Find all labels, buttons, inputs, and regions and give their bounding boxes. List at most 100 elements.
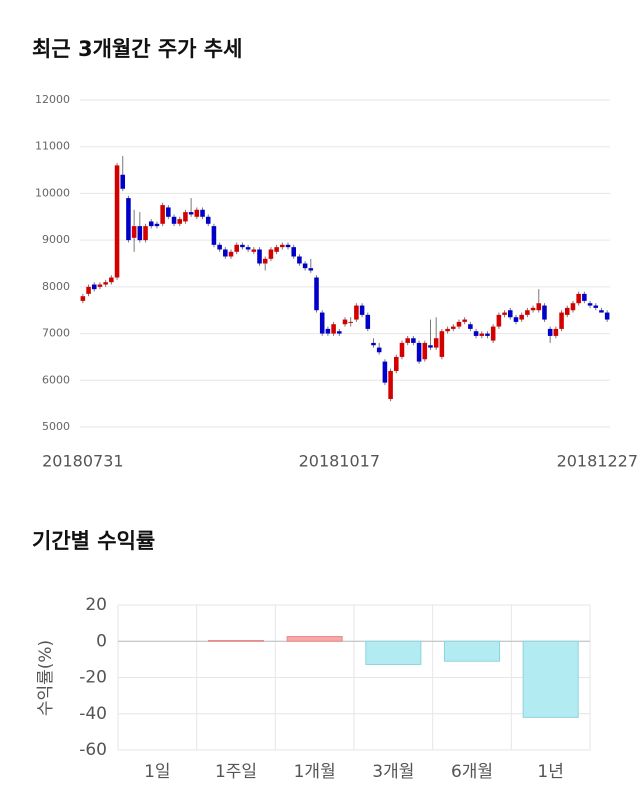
candle-body xyxy=(280,244,285,248)
x-tick-label: 3개월 xyxy=(372,762,414,782)
candle-body xyxy=(302,263,308,269)
candle-body xyxy=(456,321,462,327)
candle-body xyxy=(468,324,473,329)
candle-body xyxy=(564,307,570,315)
candle-body xyxy=(348,321,353,323)
candle-body xyxy=(114,165,120,278)
bar xyxy=(522,640,579,718)
candle-body xyxy=(205,216,211,224)
candle-body xyxy=(582,293,587,301)
candle-body xyxy=(148,221,154,227)
candle-body xyxy=(530,307,536,311)
candle-body xyxy=(496,314,502,327)
candle-body xyxy=(194,209,200,217)
candle-body xyxy=(433,338,439,348)
candle-body xyxy=(394,356,399,371)
candle-body xyxy=(371,342,376,346)
candle-body xyxy=(126,198,131,241)
candle-body xyxy=(507,310,513,318)
y-tick-label: 20 xyxy=(85,595,107,615)
y-tick-label: -60 xyxy=(79,740,107,760)
y-tick-label: 7000 xyxy=(42,327,70,340)
y-tick-label: 9000 xyxy=(42,233,70,246)
bar xyxy=(286,636,343,642)
candle-body xyxy=(599,310,604,313)
candle-body xyxy=(97,284,103,287)
x-tick-label: 6개월 xyxy=(451,762,493,782)
candle-body xyxy=(262,258,268,264)
candle-body xyxy=(428,345,433,348)
candle-body xyxy=(319,312,325,334)
y-tick-label: 0 xyxy=(96,631,107,651)
candle-body xyxy=(416,342,422,362)
candle-body xyxy=(525,310,530,315)
candle-body xyxy=(388,370,393,399)
y-tick-label: 12000 xyxy=(35,93,70,106)
candle-body xyxy=(411,338,416,343)
candle-body xyxy=(399,342,405,357)
candle-body xyxy=(593,305,599,308)
y-tick-label: -20 xyxy=(79,668,107,688)
candle-body xyxy=(542,305,547,320)
candle-body xyxy=(604,312,610,320)
candle-body xyxy=(285,244,291,248)
candle-body xyxy=(297,256,302,264)
y-tick-label: 11000 xyxy=(35,140,70,153)
bar xyxy=(365,640,422,665)
x-tick-label: 1년 xyxy=(537,762,563,782)
candle-body xyxy=(359,305,365,315)
x-tick-label: 1일 xyxy=(144,762,170,782)
candle-body xyxy=(485,333,490,336)
candle-body xyxy=(240,244,245,248)
y-axis-label: 수익률(%) xyxy=(36,640,56,716)
candle-body xyxy=(177,219,183,224)
y-tick-label: 6000 xyxy=(42,373,70,386)
candle-body xyxy=(513,317,519,322)
candle-body xyxy=(80,296,86,301)
x-tick-label: 1개월 xyxy=(294,762,336,782)
candle-body xyxy=(451,326,456,329)
candle-body xyxy=(342,319,348,325)
candle-body xyxy=(331,324,336,334)
candle-body xyxy=(245,247,251,250)
candle-body xyxy=(143,226,148,241)
candle-body xyxy=(325,328,331,334)
candle-body xyxy=(308,268,314,271)
candle-body xyxy=(405,338,410,343)
candle-body xyxy=(160,205,165,224)
candle-body xyxy=(365,314,371,329)
candle-body xyxy=(200,209,205,217)
candle-body xyxy=(479,333,485,336)
candle-body xyxy=(439,331,445,357)
candle-body xyxy=(257,249,262,264)
x-tick-label: 20181017 xyxy=(299,452,380,471)
candle-body xyxy=(188,212,194,215)
candle-body xyxy=(337,331,342,334)
candle-body xyxy=(171,216,177,224)
candle-body xyxy=(166,207,171,217)
bar xyxy=(207,640,265,642)
candle-body xyxy=(120,174,126,189)
candle-body xyxy=(234,244,239,252)
candle-body xyxy=(183,212,188,222)
y-tick-label: 5000 xyxy=(42,420,70,433)
candle-body xyxy=(576,293,581,304)
y-tick-label: 8000 xyxy=(42,280,70,293)
candle-body xyxy=(228,251,234,257)
candle-body xyxy=(462,319,467,322)
x-tick-label: 20180731 xyxy=(42,452,123,471)
chart-title: 기간별 수익률 xyxy=(32,529,155,553)
candle-body xyxy=(211,226,217,245)
candle-body xyxy=(547,328,553,336)
candle-body xyxy=(376,347,382,353)
candle-body xyxy=(86,286,91,294)
candle-body xyxy=(274,247,279,252)
candle-body xyxy=(354,305,359,320)
candle-body xyxy=(291,247,296,257)
candle-body xyxy=(536,303,542,311)
y-tick-label: 10000 xyxy=(35,186,70,199)
candle-body xyxy=(137,226,143,241)
candle-body xyxy=(223,249,228,257)
